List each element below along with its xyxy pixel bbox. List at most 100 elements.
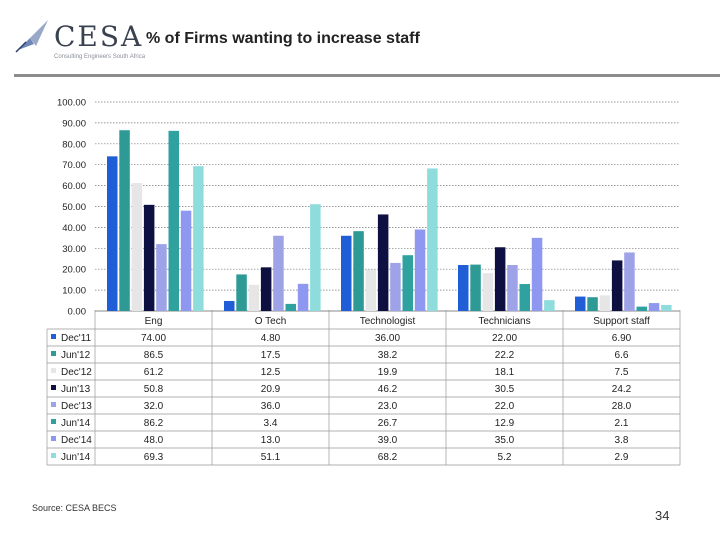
legend-label: Dec'13 <box>61 401 92 412</box>
category-label: O Tech <box>255 316 287 327</box>
bar <box>599 295 611 311</box>
y-tick-label: 60.00 <box>62 181 86 192</box>
bar <box>402 255 413 311</box>
bar <box>297 283 309 311</box>
bar <box>611 260 623 311</box>
bar <box>341 235 352 311</box>
data-label: 35.0 <box>495 435 515 446</box>
data-label: 6.6 <box>615 350 629 361</box>
bar <box>236 274 247 311</box>
legend-swatch <box>51 334 56 339</box>
category-label: Eng <box>145 316 163 327</box>
y-tick-label: 10.00 <box>62 286 86 297</box>
data-label: 68.2 <box>378 452 398 463</box>
bar <box>494 247 506 311</box>
bar <box>285 303 296 311</box>
legend-label: Dec'11 <box>61 333 92 344</box>
data-label: 2.1 <box>615 418 629 429</box>
data-label: 39.0 <box>378 435 398 446</box>
legend-label: Jun'12 <box>61 350 91 361</box>
bar <box>224 300 235 311</box>
data-label: 22.00 <box>492 333 517 344</box>
legend-swatch <box>51 385 56 390</box>
bar <box>531 237 543 311</box>
data-label: 36.0 <box>261 401 281 412</box>
legend-label: Dec'12 <box>61 367 92 378</box>
bar <box>458 265 469 311</box>
y-tick-label: 40.00 <box>62 223 86 234</box>
data-label: 61.2 <box>144 367 164 378</box>
bar <box>310 204 321 311</box>
data-label: 19.9 <box>378 367 398 378</box>
compass-logo-icon <box>15 20 48 53</box>
data-label: 51.1 <box>261 452 281 463</box>
legend-swatch <box>51 368 56 373</box>
data-label: 22.0 <box>495 401 515 412</box>
source-note: Source: CESA BECS <box>32 503 117 513</box>
logo-tagline: Consulting Engineers South Africa <box>54 54 146 60</box>
data-label: 18.1 <box>495 367 515 378</box>
data-label: 86.5 <box>144 350 164 361</box>
category-label: Support staff <box>593 316 650 327</box>
bar <box>575 296 586 311</box>
y-tick-label: 50.00 <box>62 202 86 213</box>
data-label: 50.8 <box>144 384 164 395</box>
bar <box>587 297 598 311</box>
data-label: 6.90 <box>612 333 632 344</box>
data-label: 3.8 <box>615 435 629 446</box>
y-tick-label: 90.00 <box>62 118 86 129</box>
data-label: 30.5 <box>495 384 515 395</box>
bar <box>193 166 204 311</box>
data-label: 46.2 <box>378 384 398 395</box>
y-tick-label: 80.00 <box>62 139 86 150</box>
data-label: 20.9 <box>261 384 281 395</box>
category-label: Technicians <box>478 316 530 327</box>
bar <box>180 210 192 311</box>
bar <box>482 273 494 311</box>
data-label: 4.80 <box>261 333 281 344</box>
bar <box>273 235 284 311</box>
header-divider <box>14 74 720 77</box>
bar <box>260 267 272 311</box>
logo-name: CESA <box>54 20 144 53</box>
data-label: 22.2 <box>495 350 515 361</box>
legend-label: Jun'14 <box>61 418 91 429</box>
legend-swatch <box>51 419 56 424</box>
bar <box>248 284 260 311</box>
bar <box>390 262 401 311</box>
bar <box>519 284 530 311</box>
y-tick-label: 100.00 <box>57 98 86 109</box>
page-number: 34 <box>655 508 670 523</box>
data-label: 24.2 <box>612 384 632 395</box>
data-label: 48.0 <box>144 435 164 446</box>
bar <box>414 229 426 311</box>
data-label: 36.00 <box>375 333 400 344</box>
legend-swatch <box>51 436 56 441</box>
page-title: % of Firms wanting to increase staff <box>146 30 420 47</box>
data-label: 74.00 <box>141 333 166 344</box>
bar <box>544 300 555 311</box>
bar <box>427 168 438 311</box>
data-label: 3.4 <box>264 418 278 429</box>
category-label: Technologist <box>360 316 416 327</box>
bar <box>143 204 155 311</box>
data-label: 17.5 <box>261 350 281 361</box>
cesa-logo: CESA Consulting Engineers South Africa <box>14 16 146 64</box>
data-label: 28.0 <box>612 401 632 412</box>
legend-swatch <box>51 351 56 356</box>
data-label: 69.3 <box>144 452 164 463</box>
legend-label: Jun'13 <box>61 384 91 395</box>
header: CESA Consulting Engineers South Africa %… <box>0 0 720 77</box>
y-tick-label: 70.00 <box>62 160 86 171</box>
y-tick-label: 20.00 <box>62 265 86 276</box>
legend-label: Dec'14 <box>61 435 92 446</box>
data-label: 38.2 <box>378 350 398 361</box>
y-tick-label: 30.00 <box>62 244 86 255</box>
legend-swatch <box>51 453 56 458</box>
bar <box>131 183 143 311</box>
data-label: 26.7 <box>378 418 398 429</box>
data-label: 23.0 <box>378 401 398 412</box>
data-label: 12.9 <box>495 418 515 429</box>
bar <box>470 264 481 311</box>
data-label: 7.5 <box>615 367 629 378</box>
